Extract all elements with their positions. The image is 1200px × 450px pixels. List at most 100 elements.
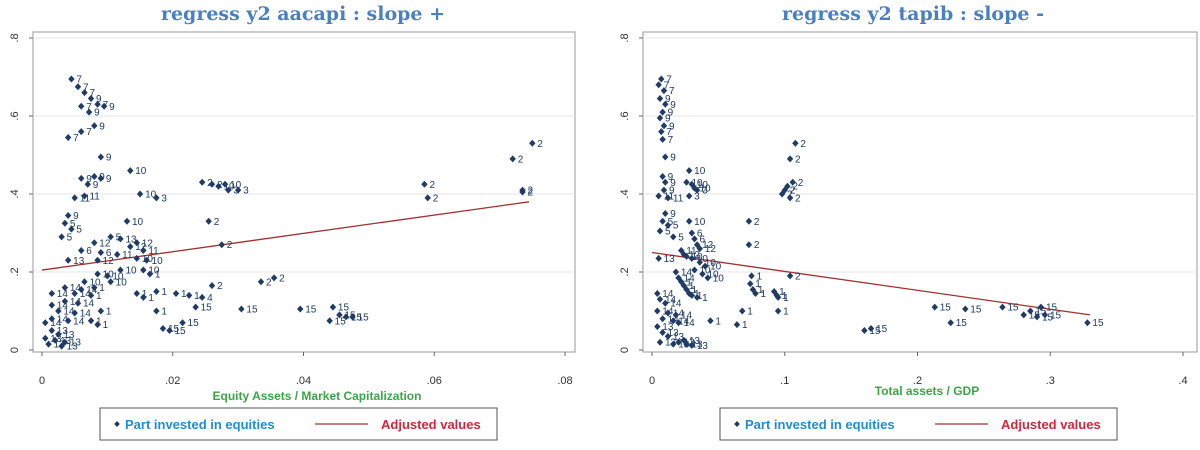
- point-label: 13: [664, 254, 676, 265]
- data-point: [688, 229, 696, 237]
- point-label: 1: [194, 291, 200, 302]
- data-point: [61, 297, 69, 305]
- data-point: [45, 340, 52, 348]
- data-point: [133, 254, 140, 262]
- data-point: [225, 186, 232, 194]
- point-label: 10: [112, 271, 124, 282]
- data-point: [74, 299, 82, 307]
- point-label: 1: [161, 307, 167, 318]
- point-label: 10: [224, 182, 236, 193]
- y-tick-label: .6: [619, 111, 631, 120]
- data-point: [947, 319, 954, 327]
- data-point: [349, 313, 356, 321]
- data-point: [74, 83, 82, 91]
- data-point: [655, 81, 662, 89]
- data-point: [784, 182, 791, 190]
- data-point: [179, 319, 186, 327]
- point-label: 2: [754, 240, 760, 251]
- point-label: 11: [80, 193, 91, 204]
- point-label: 14: [73, 316, 85, 327]
- data-point: [257, 278, 265, 286]
- data-point: [97, 174, 105, 182]
- data-point: [683, 252, 690, 260]
- point-label: 14: [83, 299, 95, 310]
- point-label: 6: [699, 234, 705, 245]
- data-point: [234, 186, 242, 194]
- point-label: 13: [662, 322, 674, 333]
- data-point: [675, 319, 682, 327]
- point-label: 1: [783, 307, 789, 318]
- point-label: 2: [279, 273, 285, 284]
- legend-label-scatter: Part invested in equities: [125, 417, 275, 432]
- point-label: 2: [214, 217, 220, 228]
- data-point: [238, 305, 245, 313]
- data-point: [117, 235, 124, 243]
- data-point: [654, 307, 661, 315]
- data-point: [48, 301, 56, 309]
- point-label: 6: [106, 248, 112, 259]
- point-label: 14: [80, 308, 92, 319]
- point-label: 11: [122, 250, 133, 261]
- legend-marker-scatter: [114, 421, 120, 427]
- data-point: [656, 227, 664, 235]
- point-label: 14: [662, 289, 674, 300]
- fit-line: [41, 201, 530, 271]
- point-label: 1: [692, 285, 698, 296]
- point-label: 12: [103, 256, 115, 267]
- data-point: [660, 122, 668, 130]
- x-tick-label: .1: [780, 375, 789, 387]
- data-point: [100, 102, 108, 110]
- point-label: 3: [694, 191, 700, 202]
- data-point: [691, 235, 698, 243]
- legend: Part invested in equities Adjusted values: [99, 407, 498, 441]
- point-label: 5: [665, 227, 671, 238]
- point-label: 9: [73, 211, 79, 222]
- data-point: [140, 293, 147, 301]
- point-label: 1: [697, 291, 703, 302]
- data-point: [61, 284, 69, 292]
- plot-area: [32, 31, 576, 353]
- plot-area: [642, 31, 1198, 353]
- point-label: 15: [1050, 310, 1062, 321]
- data-point: [172, 289, 180, 297]
- data-point: [655, 254, 662, 262]
- x-axis-label: Total assets / GDP: [875, 384, 979, 398]
- point-label: 9: [94, 108, 100, 119]
- point-label: 6: [697, 229, 703, 240]
- x-axis-label: Equity Assets / Market Capitalization: [213, 389, 422, 403]
- data-point: [42, 319, 49, 327]
- data-point: [55, 330, 62, 338]
- point-label: 15: [338, 303, 350, 314]
- data-point: [685, 289, 693, 297]
- point-label: 13: [668, 328, 680, 339]
- point-label: 1: [779, 287, 785, 298]
- point-label: 15: [174, 326, 186, 337]
- data-point: [91, 172, 98, 180]
- data-point: [861, 327, 868, 334]
- point-label: 1: [96, 316, 102, 327]
- point-label: 13: [125, 234, 137, 245]
- point-label: 9: [669, 121, 675, 132]
- point-label: 7: [666, 74, 672, 85]
- point-label: 10: [699, 266, 711, 277]
- data-point: [693, 293, 701, 301]
- y-tick-label: .8: [619, 33, 631, 42]
- point-label: 1: [747, 307, 753, 318]
- point-label: 2: [217, 281, 223, 292]
- y-tick-label: 0: [9, 347, 21, 353]
- point-label: 10: [132, 217, 144, 228]
- point-label: 9: [109, 102, 115, 113]
- point-label: 5: [673, 221, 679, 232]
- data-point: [656, 338, 664, 346]
- point-label: 10: [692, 252, 704, 263]
- y-tick-label: 0: [619, 347, 631, 353]
- point-label: 5: [70, 219, 76, 230]
- data-point: [747, 280, 754, 288]
- x-tick-label: .3: [1046, 375, 1055, 387]
- data-point: [113, 250, 121, 258]
- point-label: 1: [755, 279, 761, 290]
- point-label: 2: [798, 178, 804, 189]
- point-label: 9: [99, 121, 105, 132]
- data-point: [1033, 313, 1041, 321]
- data-point: [672, 311, 680, 319]
